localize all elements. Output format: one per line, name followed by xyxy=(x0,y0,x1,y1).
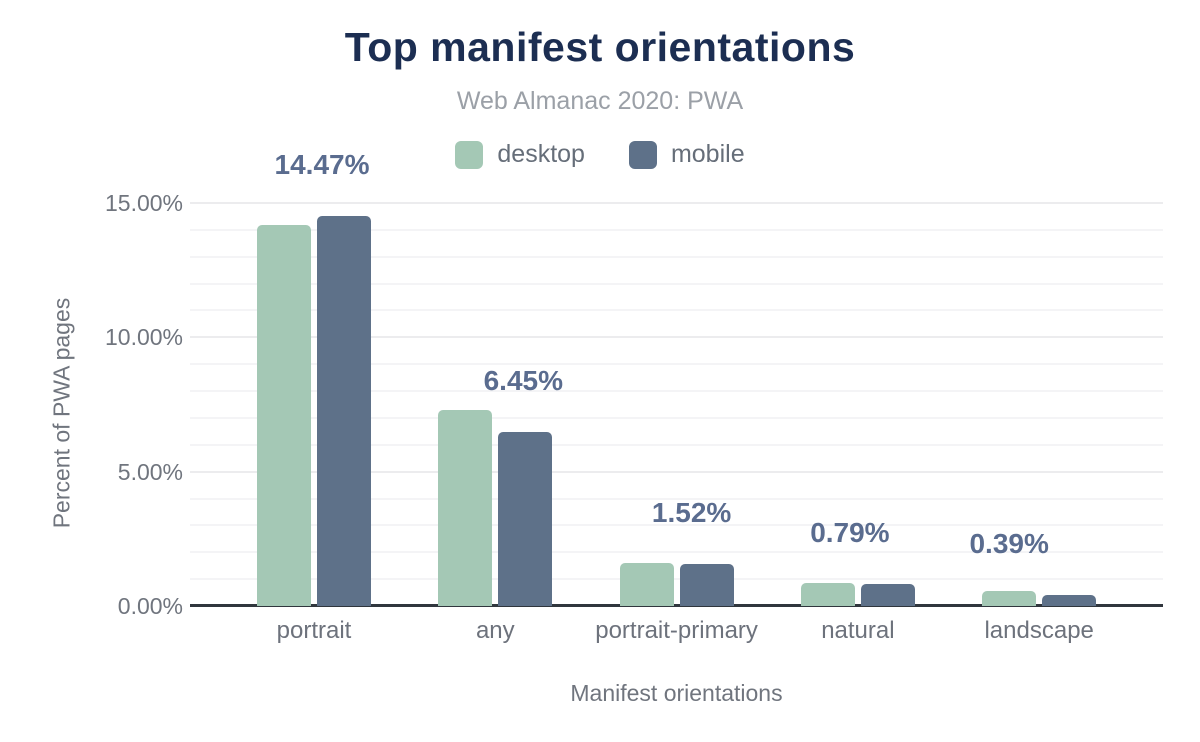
legend-swatch-mobile-icon xyxy=(628,140,657,169)
y-tick-label: 5.00% xyxy=(117,458,183,485)
y-tick-label: 10.00% xyxy=(104,324,183,351)
x-axis-title: Manifest orientations xyxy=(570,680,783,706)
bar-mobile-any xyxy=(498,431,553,606)
minor-gridline xyxy=(190,551,1163,554)
x-axis-line xyxy=(190,604,1163,607)
y-tick-label: 0.00% xyxy=(117,593,183,619)
minor-gridline xyxy=(190,524,1163,527)
x-category-label: landscape xyxy=(984,617,1094,644)
legend-item-desktop: desktop xyxy=(455,140,585,169)
bar-mobile-portrait-primary xyxy=(679,564,734,606)
bar-value-label: 0.79% xyxy=(810,516,890,548)
chart-title: Top manifest orientations xyxy=(344,24,856,70)
bar-value-label: 14.47% xyxy=(274,149,370,181)
minor-gridline xyxy=(190,363,1163,366)
bar-mobile-natural xyxy=(860,583,915,606)
legend-item-mobile: mobile xyxy=(628,140,745,169)
major-gridline xyxy=(190,470,1163,473)
x-category-label: portrait-primary xyxy=(595,617,758,644)
legend-label-desktop: desktop xyxy=(497,140,585,168)
chart-legend: desktop mobile xyxy=(0,140,1200,169)
bar-value-label: 1.52% xyxy=(651,497,732,529)
bar-desktop-natural xyxy=(800,582,855,606)
legend-swatch-desktop-icon xyxy=(455,140,484,169)
bar-desktop-portrait xyxy=(257,224,311,606)
minor-gridline xyxy=(190,255,1163,258)
legend-label-mobile: mobile xyxy=(670,140,745,168)
x-category-label: natural xyxy=(821,617,895,644)
minor-gridline xyxy=(190,578,1163,581)
x-category-label: portrait xyxy=(276,617,352,644)
bar-desktop-landscape xyxy=(982,591,1037,606)
bar-mobile-portrait xyxy=(317,216,371,606)
minor-gridline xyxy=(190,282,1163,285)
minor-gridline xyxy=(190,443,1163,446)
minor-gridline xyxy=(190,390,1163,393)
bar-desktop-portrait-primary xyxy=(619,562,674,606)
minor-gridline xyxy=(190,309,1163,312)
bar-value-label: 0.39% xyxy=(969,527,1049,559)
bar-mobile-landscape xyxy=(1042,594,1097,606)
bar-desktop-any xyxy=(438,410,493,606)
minor-gridline xyxy=(190,416,1163,419)
minor-gridline xyxy=(190,228,1163,231)
x-category-label: any xyxy=(475,617,515,644)
minor-gridline xyxy=(190,497,1163,500)
major-gridline xyxy=(190,336,1163,339)
chart-subtitle: Web Almanac 2020: PWA xyxy=(456,87,744,115)
major-gridline xyxy=(190,202,1163,204)
bar-value-label: 6.45% xyxy=(483,364,563,396)
y-tick-label: 15.00% xyxy=(104,190,183,216)
